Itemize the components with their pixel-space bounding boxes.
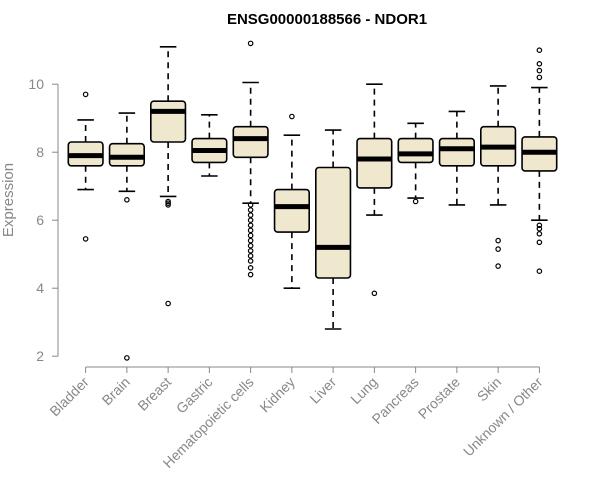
outlier-point bbox=[82, 91, 89, 98]
iqr-box bbox=[438, 137, 475, 167]
outlier-point bbox=[247, 212, 254, 218]
x-tick-label: Liver bbox=[306, 374, 339, 407]
iqr-box bbox=[150, 100, 187, 143]
x-tick-label: Kidney bbox=[256, 374, 298, 416]
outlier-point bbox=[536, 47, 543, 54]
outlier-point bbox=[247, 202, 254, 208]
iqr-box bbox=[273, 188, 310, 233]
y-tick-label: 4 bbox=[36, 280, 44, 296]
x-tick-label: Bladder bbox=[46, 374, 92, 420]
x-tick-label: Skin bbox=[474, 374, 505, 405]
box-unknown-other bbox=[521, 47, 558, 275]
x-tick-label: Brain bbox=[99, 374, 133, 408]
outlier-point bbox=[536, 225, 543, 232]
box-lung bbox=[356, 83, 393, 297]
box-brain bbox=[108, 112, 146, 361]
box-series bbox=[67, 40, 558, 361]
outlier-point bbox=[247, 253, 254, 259]
outlier-point bbox=[495, 237, 501, 244]
outlier-point bbox=[536, 268, 543, 275]
outlier-point bbox=[247, 207, 254, 213]
outlier-point bbox=[247, 40, 254, 47]
box-gastric bbox=[191, 114, 228, 177]
box-skin bbox=[479, 85, 517, 269]
outlier-point bbox=[412, 198, 419, 205]
outlier-point bbox=[165, 198, 171, 205]
outlier-point bbox=[536, 60, 543, 67]
box-bladder bbox=[67, 91, 104, 242]
iqr-box bbox=[232, 125, 269, 159]
outlier-point bbox=[82, 236, 89, 242]
outlier-point bbox=[165, 300, 171, 307]
outlier-point bbox=[247, 264, 254, 271]
outlier-point bbox=[247, 217, 254, 224]
y-tick-label: 10 bbox=[28, 76, 44, 92]
outlier-point bbox=[371, 290, 378, 297]
outlier-point bbox=[536, 74, 543, 81]
outlier-point bbox=[289, 113, 295, 120]
outlier-point bbox=[536, 239, 543, 246]
x-tick-label: Lung bbox=[347, 374, 380, 407]
outlier-point bbox=[247, 237, 254, 244]
iqr-box bbox=[356, 137, 393, 189]
y-ticks: 2 4 6 8 10 bbox=[28, 76, 58, 364]
outlier-point bbox=[247, 248, 254, 254]
outlier-point bbox=[247, 232, 254, 239]
outlier-point bbox=[247, 271, 254, 278]
outlier-point bbox=[536, 67, 543, 74]
outlier-point bbox=[247, 222, 254, 229]
box-pancreas bbox=[397, 122, 434, 205]
iqr-box bbox=[397, 137, 434, 164]
iqr-box bbox=[108, 142, 146, 167]
y-tick-label: 8 bbox=[36, 144, 44, 160]
box-liver bbox=[314, 129, 352, 330]
outlier-point bbox=[536, 222, 543, 229]
outlier-point bbox=[495, 246, 501, 252]
outlier-point bbox=[165, 202, 171, 208]
x-tick-label: Prostate bbox=[415, 374, 463, 422]
box-prostate bbox=[438, 110, 475, 206]
outlier-point bbox=[247, 258, 254, 264]
iqr-box bbox=[314, 166, 352, 279]
box-kidney bbox=[273, 113, 310, 290]
y-axis-label: Expression bbox=[0, 163, 17, 237]
outlier-point bbox=[495, 263, 501, 269]
chart-title: ENSG00000188566 - NDOR1 bbox=[227, 11, 427, 28]
y-tick-label: 2 bbox=[36, 348, 44, 364]
outlier-point bbox=[536, 231, 543, 237]
box-breast bbox=[150, 45, 187, 307]
box-hematopoietic-cells bbox=[232, 40, 269, 278]
y-tick-label: 6 bbox=[36, 212, 44, 228]
x-tick-label: Breast bbox=[134, 374, 174, 414]
outlier-point bbox=[124, 355, 130, 361]
outlier-point bbox=[247, 242, 254, 249]
outlier-point bbox=[247, 227, 254, 234]
outlier-point bbox=[124, 197, 130, 203]
